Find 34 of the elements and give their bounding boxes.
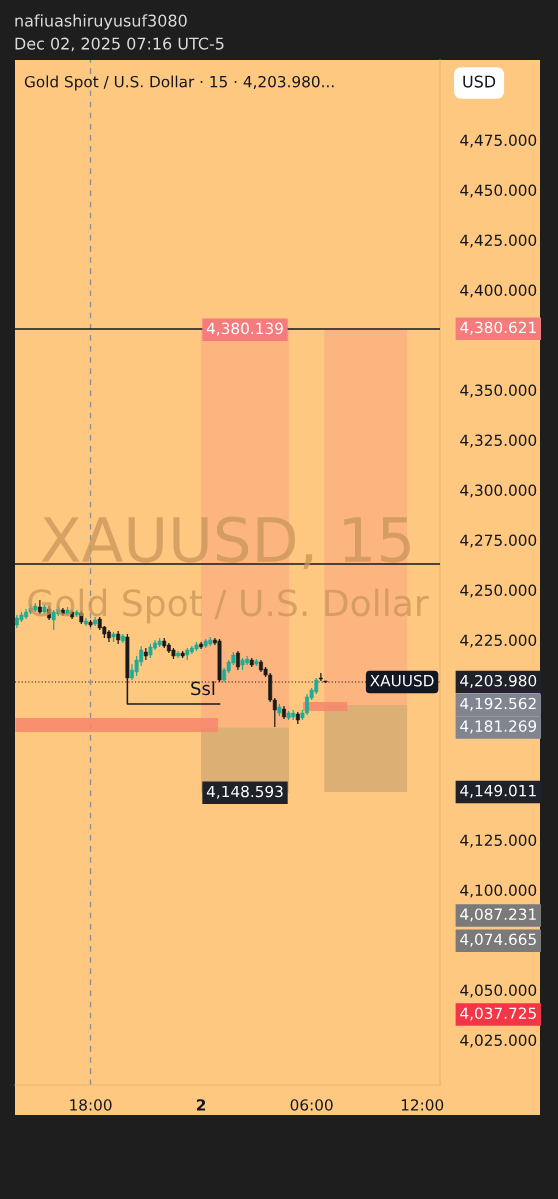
ref-line-label: XAUUSD	[370, 674, 434, 687]
y-tick-label: 4,450.000	[460, 184, 537, 198]
y-tick-label: 4,400.000	[460, 284, 537, 298]
text: Dec 02, 2025 07:16 UTC-5	[15, 37, 224, 52]
annotation: 4,380.139	[206, 322, 283, 336]
x-tick-label: 2	[196, 1099, 206, 1111]
y-tick-label: 4,100.000	[460, 884, 537, 898]
y-tick-label: 4,074.665	[460, 933, 536, 947]
y-tick-label: 4,380.621	[460, 321, 536, 335]
x-tick-label: 06:00	[290, 1099, 333, 1111]
y-tick-label: 4,275.000	[460, 534, 537, 548]
y-tick-label: 4,325.000	[460, 434, 537, 448]
y-tick-label: 4,225.000	[460, 634, 537, 648]
y-tick-label: 4,149.011	[460, 784, 536, 798]
annotation: Ssl	[191, 681, 215, 696]
y-tick-label: 4,250.000	[460, 584, 537, 598]
text: nafiuashiruyusuf3080	[15, 14, 187, 30]
y-tick-label: 4,425.000	[460, 234, 537, 248]
y-tick-label: 4,300.000	[460, 484, 537, 498]
y-tick-label: 4,350.000	[460, 384, 537, 398]
y-tick-label: 4,192.562	[460, 697, 536, 711]
x-tick-label: 18:00	[70, 1099, 112, 1111]
y-tick-label: 4,125.000	[460, 834, 537, 848]
text: Gold Spot / U.S. Dollar · 15 · 4,203.980...	[24, 75, 334, 91]
annotation: 4,148.593	[206, 785, 283, 799]
y-tick-label: 4,203.980	[460, 674, 537, 689]
y-tick-label: 4,087.231	[460, 908, 536, 922]
text: USD	[463, 75, 496, 88]
y-tick-label: 4,037.725	[460, 1007, 536, 1021]
y-tick-label: 4,181.269	[460, 720, 537, 734]
y-tick-label: 4,050.000	[460, 984, 537, 998]
y-tick-label: 4,025.000	[460, 1034, 537, 1048]
y-tick-label: 4,475.000	[460, 134, 537, 148]
x-tick-label: 12:00	[401, 1099, 444, 1111]
